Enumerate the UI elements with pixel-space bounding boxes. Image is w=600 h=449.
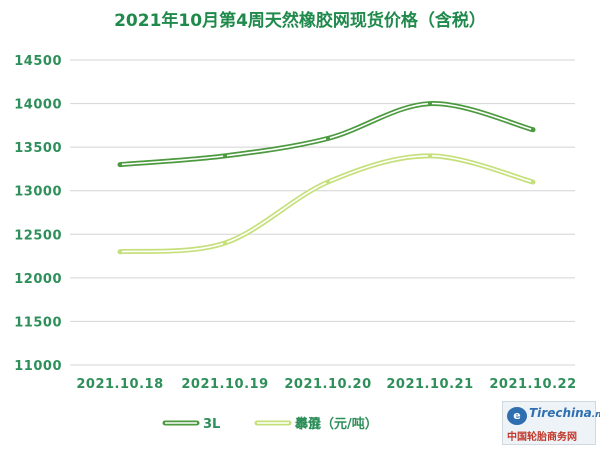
data-point bbox=[531, 180, 535, 184]
data-point bbox=[118, 162, 122, 167]
y-axis-ticks: 11000 11500 12000 12500 13000 13500 14000 14500 bbox=[14, 54, 62, 374]
series-line-inner bbox=[119, 155, 534, 253]
legend-unit-label: 单价（元/吨） bbox=[295, 416, 378, 432]
x-axis-ticks: 2021.10.18 2021.10.19 2021.10.20 2021.10.21… bbox=[76, 377, 576, 392]
data-point bbox=[223, 153, 227, 158]
y-tick-label: 14000 bbox=[14, 98, 62, 113]
chart-title: 2021年10月第4周天然橡胶网现货价格（含税） bbox=[114, 10, 486, 31]
y-tick-label: 14500 bbox=[14, 54, 62, 69]
data-point bbox=[531, 127, 535, 132]
data-point bbox=[118, 249, 122, 254]
x-tick-label: 2021.10.22 bbox=[489, 377, 576, 392]
series-1 bbox=[117, 101, 536, 168]
logo-word: Tirechina bbox=[529, 406, 592, 420]
data-point bbox=[428, 101, 432, 106]
y-tick-label: 11500 bbox=[14, 315, 62, 330]
x-tick-label: 2021.10.20 bbox=[284, 377, 371, 392]
series-line-inner bbox=[119, 102, 534, 166]
series-lines bbox=[117, 101, 536, 255]
logo-caption: 中国轮胎商务网 bbox=[507, 432, 577, 443]
grid bbox=[70, 59, 575, 366]
data-point bbox=[326, 136, 330, 141]
series-line-outer bbox=[117, 153, 536, 255]
tirechina-logo: e Tirechina.net 中国轮胎商务网 bbox=[502, 401, 600, 445]
series-line-outer bbox=[117, 101, 536, 168]
y-tick-label: 13500 bbox=[14, 141, 62, 156]
data-point bbox=[223, 241, 227, 245]
series-2 bbox=[117, 153, 536, 255]
y-tick-label: 11000 bbox=[14, 359, 62, 374]
x-tick-label: 2021.10.19 bbox=[181, 377, 268, 392]
data-point bbox=[428, 153, 432, 158]
logo-word-suffix: .net bbox=[591, 410, 600, 420]
x-tick-label: 2021.10.21 bbox=[386, 377, 473, 392]
y-tick-label: 13000 bbox=[14, 185, 62, 200]
logo-wordmark: Tirechina.net bbox=[529, 406, 600, 420]
y-tick-label: 12500 bbox=[14, 228, 62, 243]
logo-mark-icon: e bbox=[507, 407, 527, 425]
legend-label: 泰混 bbox=[294, 416, 321, 432]
y-tick-label: 12000 bbox=[14, 272, 62, 287]
data-point bbox=[326, 180, 330, 184]
legend-label: 3L bbox=[203, 417, 220, 432]
x-tick-label: 2021.10.18 bbox=[76, 377, 163, 392]
